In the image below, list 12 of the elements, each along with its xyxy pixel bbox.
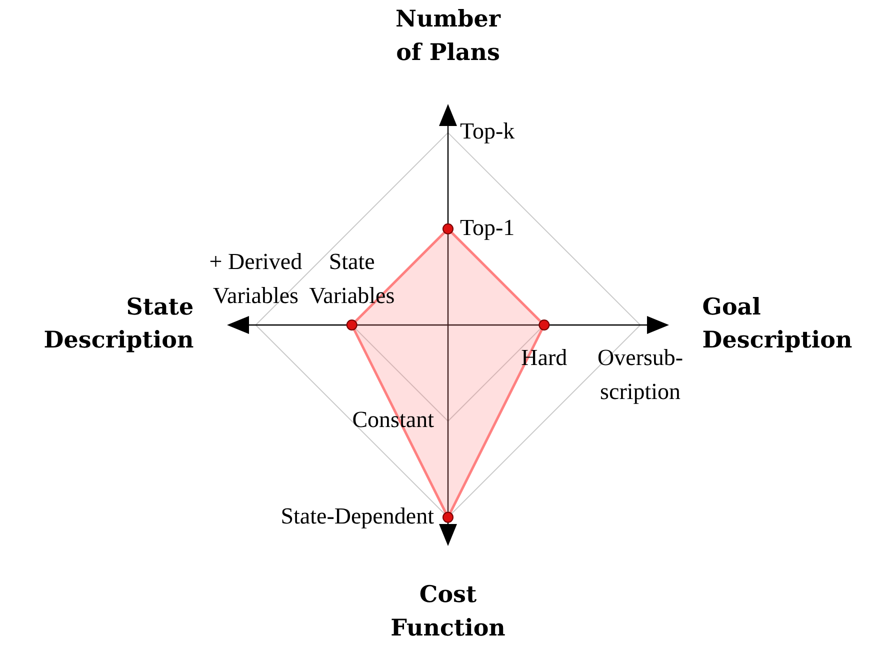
text: Hard <box>521 345 568 370</box>
text: State Variables <box>309 249 395 308</box>
text: Constant <box>352 407 434 432</box>
text: Top-k <box>460 118 515 144</box>
spoke-label: Number of Plans <box>396 6 502 66</box>
spoke-label: Cost Function <box>390 580 506 642</box>
text: State-Dependent <box>280 503 434 528</box>
spoke-label: State Description <box>44 293 194 354</box>
spoke-label: Goal Description <box>702 293 852 354</box>
text: Top-1 <box>460 214 515 240</box>
text: Oversub- scription <box>598 345 684 404</box>
text: + Derived Variables <box>209 249 302 308</box>
